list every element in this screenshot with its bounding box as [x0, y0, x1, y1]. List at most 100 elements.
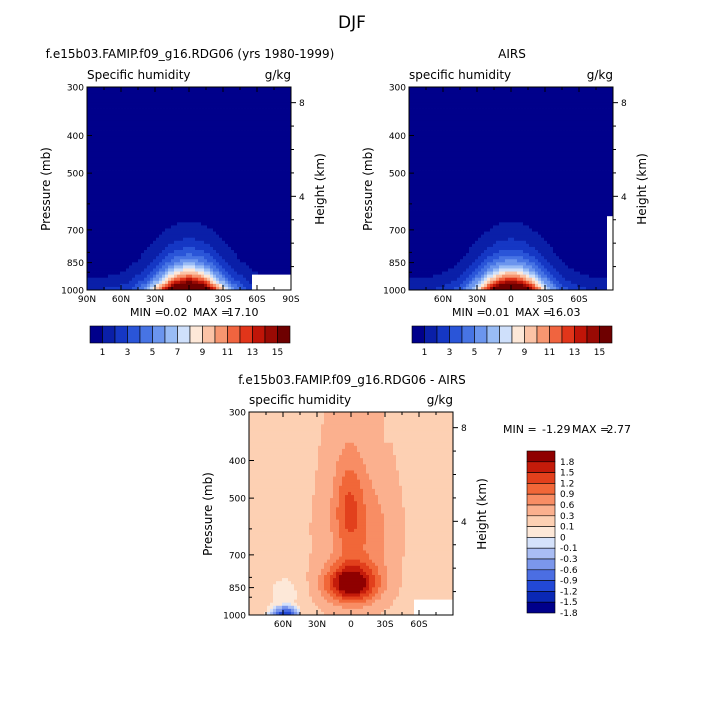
contour-cell	[201, 197, 205, 202]
contour-cell	[231, 136, 235, 140]
contour-cell	[225, 163, 229, 168]
contour-cell	[129, 237, 133, 242]
contour-cell	[189, 111, 193, 116]
contour-cell	[261, 194, 265, 199]
contour-cell	[141, 173, 145, 177]
contour-cell	[150, 111, 154, 116]
contour-cell	[279, 228, 283, 232]
contour-cell	[409, 148, 413, 152]
contour-cell	[412, 139, 416, 143]
contour-cell	[288, 114, 292, 119]
contour-cell	[258, 96, 262, 100]
contour-cell	[174, 240, 178, 245]
contour-cell	[108, 194, 112, 199]
contour-cell	[93, 219, 97, 223]
contour-cell	[162, 130, 166, 134]
contour-cell	[192, 243, 196, 248]
contour-cell	[189, 182, 193, 186]
contour-cell	[195, 283, 199, 288]
x-tick-label: 30S	[214, 295, 231, 305]
contour-cell	[204, 176, 208, 180]
contour-cell	[418, 271, 422, 276]
contour-cell	[282, 231, 286, 236]
contour-cell	[147, 182, 151, 186]
contour-cell	[90, 213, 94, 217]
contour-cell	[276, 268, 280, 272]
contour-cell	[192, 265, 196, 269]
contour-cell	[129, 163, 133, 168]
contour-cell	[87, 157, 91, 162]
contour-cell	[409, 173, 413, 177]
contour-cell	[153, 234, 157, 239]
contour-cell	[87, 185, 91, 189]
contour-cell	[129, 126, 133, 131]
contour-cell	[421, 170, 425, 174]
contour-cell	[258, 166, 262, 171]
contour-cell	[237, 114, 241, 119]
contour-cell	[174, 173, 178, 177]
contour-cell	[168, 90, 172, 94]
contour-cell	[183, 163, 187, 168]
contour-cell	[168, 87, 172, 91]
contour-cell	[270, 200, 274, 205]
contour-cell	[195, 120, 199, 125]
contour-cell	[165, 108, 169, 113]
contour-cell	[162, 206, 166, 211]
contour-cell	[243, 280, 247, 285]
contour-cell	[138, 93, 142, 97]
contour-cell	[183, 225, 187, 229]
contour-cell	[255, 213, 259, 217]
contour-cell	[276, 203, 280, 208]
contour-cell	[135, 130, 139, 134]
contour-cell	[258, 114, 262, 119]
contour-cell	[409, 170, 413, 174]
contour-cell	[177, 231, 181, 236]
contour-cell	[279, 203, 283, 208]
contour-cell	[279, 105, 283, 109]
contour-cell	[213, 145, 217, 149]
contour-cell	[204, 203, 208, 208]
contour-cell	[210, 151, 214, 156]
contour-cell	[153, 173, 157, 177]
contour-cell	[171, 176, 175, 180]
contour-cell	[418, 87, 422, 91]
contour-cell	[117, 99, 121, 103]
contour-cell	[231, 102, 235, 106]
contour-cell	[189, 142, 193, 146]
contour-cell	[282, 216, 286, 220]
contour-cell	[285, 182, 289, 186]
contour-cell	[264, 259, 268, 263]
contour-cell	[246, 222, 250, 226]
contour-cell	[90, 216, 94, 220]
contour-cell	[192, 188, 196, 192]
contour-cell	[261, 117, 265, 122]
contour-cell	[147, 243, 151, 248]
contour-cell	[240, 210, 244, 214]
contour-cell	[156, 145, 160, 149]
contour-cell	[261, 197, 265, 202]
contour-cell	[192, 145, 196, 149]
contour-cell	[108, 142, 112, 146]
x-tick-label: 0	[186, 295, 192, 305]
contour-cell	[415, 286, 419, 291]
contour-cell	[192, 253, 196, 257]
contour-cell	[279, 256, 283, 260]
contour-cell	[159, 93, 163, 97]
contour-cell	[195, 274, 199, 279]
contour-cell	[288, 102, 292, 106]
contour-cell	[168, 123, 172, 128]
contour-cell	[225, 170, 229, 174]
contour-cell	[240, 200, 244, 205]
contour-cell	[156, 123, 160, 128]
contour-cell	[421, 268, 425, 272]
contour-cell	[114, 160, 118, 165]
contour-cell	[252, 280, 256, 285]
contour-cell	[279, 133, 283, 137]
contour-cell	[186, 170, 190, 174]
contour-cell	[147, 117, 151, 122]
contour-cell	[87, 191, 91, 196]
contour-cell	[270, 170, 274, 174]
contour-cell	[111, 139, 115, 143]
contour-cell	[264, 136, 268, 140]
contour-cell	[87, 136, 91, 140]
